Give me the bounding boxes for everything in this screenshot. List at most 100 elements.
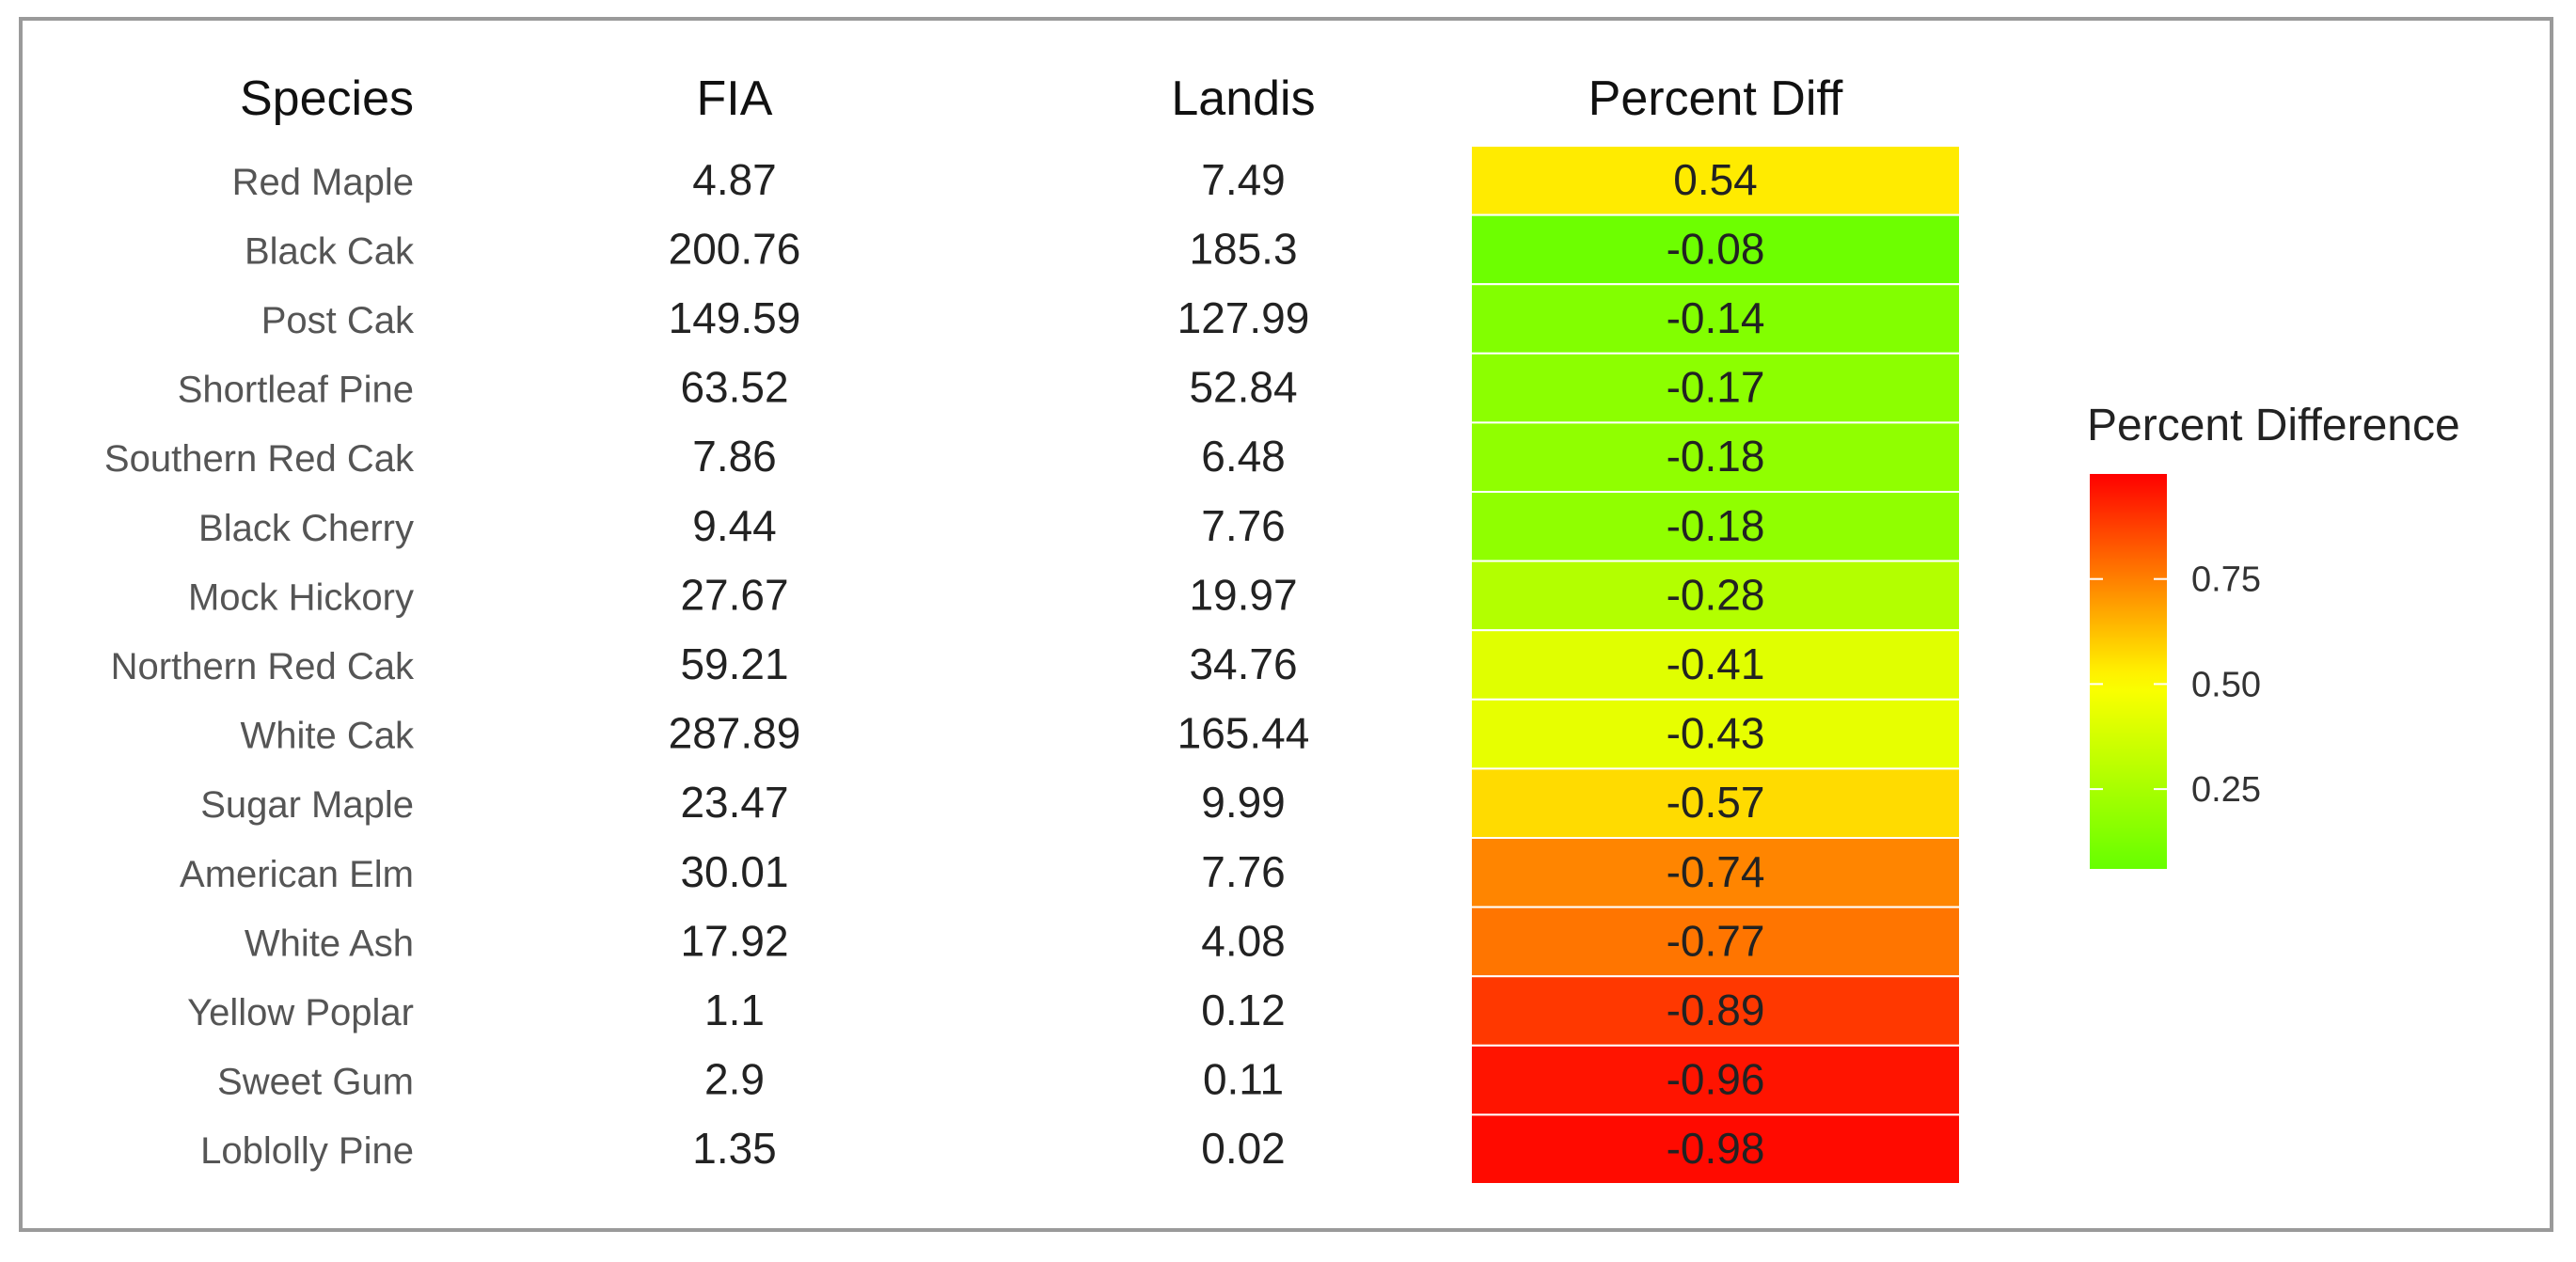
heat-cell [1470, 283, 1961, 355]
landis-value: 185.3 [1189, 224, 1297, 273]
species-label: Shortleaf Pine [178, 370, 414, 411]
landis-value: 165.44 [1177, 709, 1310, 758]
landis-value: 9.99 [1201, 778, 1286, 827]
table-row: Black Cherry 9.44 7.76 -0.18 [198, 491, 1961, 562]
species-label: Post Cak [261, 300, 415, 341]
fia-value: 1.35 [692, 1124, 777, 1173]
fia-value: 7.86 [692, 432, 777, 481]
table-row: Sweet Gum 2.9 0.11 -0.96 [217, 1044, 1961, 1116]
table-row: Shortleaf Pine 63.52 52.84 -0.17 [178, 352, 1961, 424]
heat-cell [1470, 906, 1961, 978]
table-row: Southern Red Cak 7.86 6.48 -0.18 [104, 421, 1961, 493]
species-label: Loblolly Pine [200, 1130, 414, 1172]
heat-cell [1470, 491, 1961, 562]
landis-value: 0.02 [1201, 1124, 1286, 1173]
percent-diff-value: 0.54 [1673, 155, 1758, 204]
fia-value: 287.89 [669, 709, 801, 758]
percent-diff-value: -0.18 [1667, 501, 1765, 550]
percent-difference-table-chart: Species FIA Landis Percent Diff Red Maple 4.… [104, 71, 2460, 1186]
percent-diff-value: -0.14 [1667, 293, 1765, 342]
fia-value: 200.76 [669, 224, 801, 273]
fia-value: 9.44 [692, 501, 777, 550]
percent-diff-value: -0.08 [1667, 224, 1765, 273]
fia-value: 63.52 [680, 363, 788, 412]
landis-value: 127.99 [1177, 293, 1310, 342]
table-row: Red Maple 4.87 7.49 0.54 [232, 145, 1961, 216]
landis-value: 4.08 [1201, 916, 1286, 965]
species-label: Black Cherry [198, 508, 414, 549]
fia-value: 59.21 [680, 639, 788, 688]
legend-color-bar [2090, 474, 2167, 869]
fia-value: 1.1 [704, 986, 765, 1034]
heat-cell [1470, 767, 1961, 840]
percent-diff-value: -0.77 [1667, 916, 1765, 965]
table-row: Sugar Maple 23.47 9.99 -0.57 [200, 767, 1961, 840]
column-headers: Species FIA Landis Percent Diff [240, 71, 1843, 126]
header-percent-diff: Percent Diff [1588, 71, 1843, 126]
species-label: American Elm [180, 854, 414, 895]
species-label: White Ash [245, 923, 414, 964]
landis-value: 34.76 [1189, 639, 1297, 688]
landis-value: 0.12 [1201, 986, 1286, 1034]
table-row: White Cak 287.89 165.44 -0.43 [241, 698, 1961, 770]
header-landis: Landis [1171, 71, 1315, 126]
landis-value: 7.76 [1201, 847, 1286, 896]
landis-value: 52.84 [1189, 363, 1297, 412]
chart-frame: Species FIA Landis Percent Diff Red Maple 4.… [19, 17, 2553, 1232]
percent-diff-value: -0.57 [1667, 778, 1765, 827]
header-species: Species [240, 71, 414, 126]
table-row: Mock Hickory 27.67 19.97 -0.28 [188, 560, 1961, 632]
fia-value: 149.59 [669, 293, 801, 342]
legend-tick-label: 0.50 [2191, 665, 2261, 704]
table-rows: Red Maple 4.87 7.49 0.54 Black Cak 200.76 185.… [104, 145, 1961, 1186]
table-row: American Elm 30.01 7.76 -0.74 [180, 837, 1961, 908]
species-label: Black Cak [245, 230, 415, 272]
heat-cell [1470, 352, 1961, 424]
legend-tick-label: 0.25 [2191, 770, 2261, 810]
heat-cell [1470, 1113, 1961, 1186]
landis-value: 19.97 [1189, 570, 1297, 619]
table-row: Loblolly Pine 1.35 0.02 -0.98 [200, 1113, 1961, 1186]
percent-diff-value: -0.43 [1667, 709, 1765, 758]
fia-value: 27.67 [680, 570, 788, 619]
table-row: Post Cak 149.59 127.99 -0.14 [261, 283, 1961, 355]
percent-diff-value: -0.28 [1667, 570, 1765, 619]
percent-diff-value: -0.18 [1667, 432, 1765, 481]
fia-value: 2.9 [704, 1055, 765, 1104]
percent-diff-value: -0.98 [1667, 1124, 1765, 1173]
fia-value: 30.01 [680, 847, 788, 896]
landis-value: 7.76 [1201, 501, 1286, 550]
legend-tick-label: 0.75 [2191, 560, 2261, 600]
fia-value: 4.87 [692, 155, 777, 204]
heat-cell [1470, 837, 1961, 908]
landis-value: 7.49 [1201, 155, 1286, 204]
species-label: Red Maple [232, 162, 414, 203]
species-label: White Cak [241, 716, 415, 757]
species-label: Sugar Maple [200, 784, 414, 826]
table-row: White Ash 17.92 4.08 -0.77 [245, 906, 1961, 978]
heat-cell [1470, 213, 1961, 286]
species-label: Southern Red Cak [104, 438, 415, 480]
percent-diff-value: -0.89 [1667, 986, 1765, 1034]
heat-cell [1470, 629, 1961, 701]
landis-value: 6.48 [1201, 432, 1286, 481]
fia-value: 17.92 [680, 916, 788, 965]
heat-cell [1470, 1044, 1961, 1116]
table-row: Northern Red Cak 59.21 34.76 -0.41 [111, 629, 1961, 701]
species-label: Yellow Poplar [187, 992, 414, 1033]
percent-diff-value: -0.96 [1667, 1055, 1765, 1104]
species-label: Sweet Gum [217, 1062, 414, 1103]
percent-diff-value: -0.74 [1667, 847, 1765, 896]
percent-diff-value: -0.41 [1667, 639, 1765, 688]
species-label: Mock Hickory [188, 576, 414, 618]
legend-title: Percent Difference [2087, 401, 2460, 450]
header-fia: FIA [697, 71, 773, 126]
table-row: Yellow Poplar 1.1 0.12 -0.89 [187, 975, 1961, 1047]
color-legend: Percent Difference 0.75 0.50 0.25 [2087, 401, 2460, 869]
landis-value: 0.11 [1203, 1055, 1284, 1104]
percent-diff-value: -0.17 [1667, 363, 1765, 412]
table-row: Black Cak 200.76 185.3 -0.08 [245, 213, 1961, 286]
heat-cell [1470, 145, 1961, 216]
species-label: Northern Red Cak [111, 646, 415, 687]
fia-value: 23.47 [680, 778, 788, 827]
